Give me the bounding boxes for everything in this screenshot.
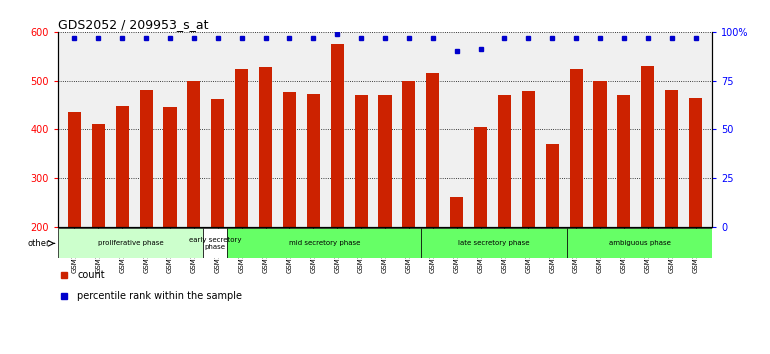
Bar bbox=[522, 91, 535, 324]
Bar bbox=[139, 90, 152, 324]
Bar bbox=[378, 95, 392, 324]
Bar bbox=[354, 95, 368, 324]
Bar bbox=[163, 107, 176, 324]
Bar bbox=[665, 90, 678, 324]
Bar bbox=[421, 228, 567, 258]
Bar bbox=[689, 98, 702, 324]
Bar bbox=[203, 228, 227, 258]
Bar bbox=[58, 228, 203, 258]
Bar bbox=[92, 124, 105, 324]
Text: count: count bbox=[77, 270, 105, 280]
Bar bbox=[450, 198, 464, 324]
Bar bbox=[546, 144, 559, 324]
Bar bbox=[330, 44, 343, 324]
Bar bbox=[283, 92, 296, 324]
Bar bbox=[498, 95, 511, 324]
Text: other: other bbox=[28, 239, 51, 248]
Bar bbox=[618, 95, 631, 324]
Bar bbox=[402, 81, 416, 324]
Text: early secretory
phase: early secretory phase bbox=[189, 237, 242, 250]
Bar bbox=[259, 67, 272, 324]
Text: percentile rank within the sample: percentile rank within the sample bbox=[77, 291, 243, 302]
Bar bbox=[235, 69, 248, 324]
Text: mid secretory phase: mid secretory phase bbox=[289, 240, 360, 246]
Bar bbox=[570, 69, 583, 324]
Bar bbox=[567, 228, 712, 258]
Bar bbox=[641, 66, 654, 324]
Bar bbox=[116, 106, 129, 324]
Bar bbox=[427, 73, 440, 324]
Bar bbox=[474, 127, 487, 324]
Text: late secretory phase: late secretory phase bbox=[458, 240, 530, 246]
Bar bbox=[187, 81, 200, 324]
Text: proliferative phase: proliferative phase bbox=[98, 240, 163, 246]
Bar bbox=[211, 99, 224, 324]
Text: GDS2052 / 209953_s_at: GDS2052 / 209953_s_at bbox=[58, 18, 208, 31]
Bar bbox=[68, 112, 81, 324]
Bar bbox=[306, 94, 320, 324]
Bar bbox=[227, 228, 421, 258]
Text: ambiguous phase: ambiguous phase bbox=[608, 240, 671, 246]
Bar bbox=[594, 81, 607, 324]
